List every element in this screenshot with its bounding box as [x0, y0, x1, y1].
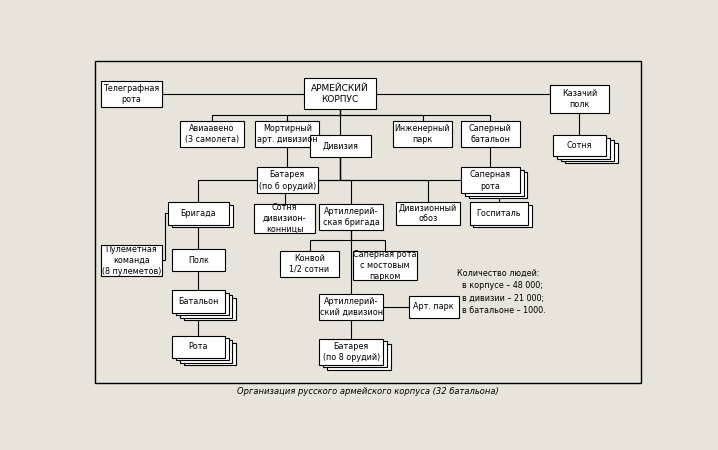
Text: Артиллерий-
ский дивизион: Артиллерий- ский дивизион	[320, 297, 383, 317]
FancyBboxPatch shape	[180, 121, 244, 147]
FancyBboxPatch shape	[257, 167, 318, 194]
Text: Арт. парк: Арт. парк	[414, 302, 454, 311]
Text: Сотня
дивизион-
конницы: Сотня дивизион- конницы	[263, 203, 307, 234]
FancyBboxPatch shape	[469, 172, 528, 198]
FancyBboxPatch shape	[172, 249, 225, 271]
FancyBboxPatch shape	[304, 78, 376, 109]
Text: Саперный
батальон: Саперный батальон	[469, 124, 512, 144]
FancyBboxPatch shape	[280, 251, 339, 277]
FancyBboxPatch shape	[461, 121, 520, 147]
FancyBboxPatch shape	[465, 170, 523, 196]
Text: Казачий
полк: Казачий полк	[561, 89, 597, 109]
FancyBboxPatch shape	[564, 143, 617, 163]
FancyBboxPatch shape	[323, 342, 387, 367]
FancyBboxPatch shape	[172, 205, 233, 227]
FancyBboxPatch shape	[176, 338, 228, 360]
FancyBboxPatch shape	[309, 135, 370, 157]
Text: Телеграфная
рота: Телеграфная рота	[103, 84, 159, 104]
FancyBboxPatch shape	[184, 298, 236, 320]
Text: Саперная рота
с мостовым
парком: Саперная рота с мостовым парком	[353, 250, 416, 281]
FancyBboxPatch shape	[172, 291, 225, 313]
FancyBboxPatch shape	[327, 344, 391, 370]
Text: Инженерный
парк: Инженерный парк	[395, 124, 450, 144]
Text: Батарея
(по 8 орудий): Батарея (по 8 орудий)	[322, 342, 380, 362]
FancyBboxPatch shape	[180, 340, 233, 363]
FancyBboxPatch shape	[172, 336, 225, 358]
FancyBboxPatch shape	[557, 138, 610, 159]
Text: Мортирный
арт. дивизион: Мортирный арт. дивизион	[257, 124, 317, 144]
Text: Пулеметная
команда
(8 пулеметов): Пулеметная команда (8 пулеметов)	[102, 244, 161, 276]
FancyBboxPatch shape	[461, 167, 520, 194]
FancyBboxPatch shape	[320, 294, 383, 320]
Text: Количество людей:
  в корпусе – 48 000;
  в дивизии – 21 000;
  в батальоне – 10: Количество людей: в корпусе – 48 000; в …	[457, 269, 546, 315]
Text: Батарея
(по 6 орудий): Батарея (по 6 орудий)	[258, 171, 316, 190]
FancyBboxPatch shape	[473, 205, 532, 227]
FancyBboxPatch shape	[393, 121, 452, 147]
Text: Артиллерий-
ская бригада: Артиллерий- ская бригада	[323, 207, 380, 227]
Text: АРМЕЙСКИЙ
КОРПУС: АРМЕЙСКИЙ КОРПУС	[312, 84, 369, 104]
FancyBboxPatch shape	[256, 121, 320, 147]
FancyBboxPatch shape	[101, 245, 162, 276]
FancyBboxPatch shape	[184, 343, 236, 365]
FancyBboxPatch shape	[470, 202, 528, 225]
Text: Авиаавено
(3 самолета): Авиаавено (3 самолета)	[185, 124, 239, 144]
FancyBboxPatch shape	[553, 135, 606, 156]
FancyBboxPatch shape	[168, 202, 229, 225]
FancyBboxPatch shape	[353, 251, 416, 280]
FancyBboxPatch shape	[396, 202, 460, 225]
FancyBboxPatch shape	[320, 204, 383, 230]
Text: Батальон: Батальон	[178, 297, 218, 306]
FancyBboxPatch shape	[176, 293, 228, 315]
FancyBboxPatch shape	[409, 296, 459, 318]
FancyBboxPatch shape	[101, 81, 162, 107]
FancyBboxPatch shape	[550, 85, 609, 113]
Text: Бригада: Бригада	[180, 209, 216, 218]
Text: Конвой
1/2 сотни: Конвой 1/2 сотни	[289, 254, 330, 274]
Text: Госпиталь: Госпиталь	[477, 209, 521, 218]
Text: Полк: Полк	[188, 256, 209, 265]
Text: Дивизионный
обоз: Дивизионный обоз	[399, 203, 457, 224]
FancyBboxPatch shape	[254, 204, 315, 233]
Text: Рота: Рота	[189, 342, 208, 351]
FancyBboxPatch shape	[320, 339, 383, 365]
Text: Саперная
рота: Саперная рота	[470, 171, 511, 190]
Text: Сотня: Сотня	[567, 141, 592, 150]
FancyBboxPatch shape	[180, 295, 233, 318]
Text: Дивизия: Дивизия	[322, 141, 358, 150]
FancyBboxPatch shape	[561, 140, 614, 161]
Text: Организация русского армейского корпуса (32 батальона): Организация русского армейского корпуса …	[237, 387, 499, 396]
